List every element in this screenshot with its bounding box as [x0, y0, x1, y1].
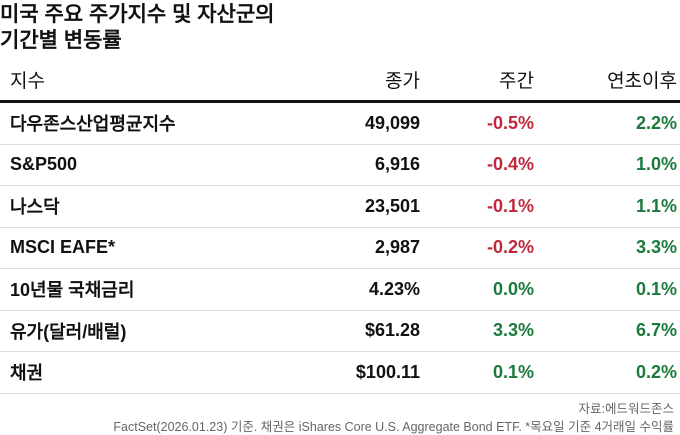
table-cell: 1.1%: [635, 195, 677, 216]
table-cell: 23,501: [364, 195, 420, 216]
table-cell: S&P500: [10, 154, 78, 175]
table-row: 유가(달러/배럴) $61.28 3.3% 6.7%: [0, 311, 680, 352]
table-cell: 0.0%: [492, 278, 534, 299]
table-cell: -0.2%: [486, 237, 534, 258]
title-line: 기간별 변동률: [0, 29, 122, 52]
table-cell: 1.0%: [635, 154, 677, 175]
table-cell: $61.28: [364, 320, 420, 341]
table-cell: 유가(달러/배럴): [10, 321, 127, 342]
table-row: 채권 $100.11 0.1% 0.2%: [0, 352, 680, 394]
table-cell: 6.7%: [635, 320, 677, 341]
table-row: S&P500 6,916 -0.4% 1.0%: [0, 145, 680, 186]
table-cell: 2.2%: [635, 112, 677, 133]
column-header: 종가: [385, 70, 420, 92]
header-row: 지수 종가 주간 연초이후: [0, 58, 680, 103]
title: 미국 주요 주가지수 및 자산군의 기간별 변동률: [0, 2, 275, 54]
table-cell: 2,987: [374, 237, 420, 258]
note: FactSet(2026.01.23) 기준. 채권은 iShares Core…: [113, 420, 674, 434]
table-cell: -0.4%: [486, 154, 534, 175]
table-row: 10년물 국채금리 4.23% 0.0% 0.1%: [0, 269, 680, 311]
column-header: 연초이후: [607, 70, 677, 92]
table-cell: 다우존스산업평균지수: [10, 114, 176, 135]
table-cell: 4.23%: [368, 278, 420, 299]
table-cell: 6,916: [374, 154, 420, 175]
table-cell: 0.1%: [635, 278, 677, 299]
table-cell: $100.11: [355, 361, 420, 382]
column-header: 주간: [499, 70, 534, 92]
table-cell: 채권: [10, 363, 44, 384]
table-cell: MSCI EAFE*: [10, 237, 116, 258]
title-line: 미국 주요 주가지수 및 자산군의: [0, 3, 275, 26]
table-row: MSCI EAFE* 2,987 -0.2% 3.3%: [0, 228, 680, 269]
table-cell: 나스닥: [10, 197, 60, 218]
table-row: 다우존스산업평균지수 49,099 -0.5% 2.2%: [0, 103, 680, 145]
table-cell: 10년물 국채금리: [10, 280, 135, 301]
column-header: 지수: [10, 70, 45, 92]
table-cell: 49,099: [364, 112, 420, 133]
table-cell: 3.3%: [492, 320, 534, 341]
table-row: 나스닥 23,501 -0.1% 1.1%: [0, 186, 680, 228]
credit: 자료:에드워드존스: [578, 402, 674, 416]
table-cell: 0.2%: [635, 361, 677, 382]
table-cell: 0.1%: [492, 361, 534, 382]
table-cell: -0.1%: [486, 195, 534, 216]
table-cell: 3.3%: [635, 237, 677, 258]
table-cell: -0.5%: [486, 112, 534, 133]
